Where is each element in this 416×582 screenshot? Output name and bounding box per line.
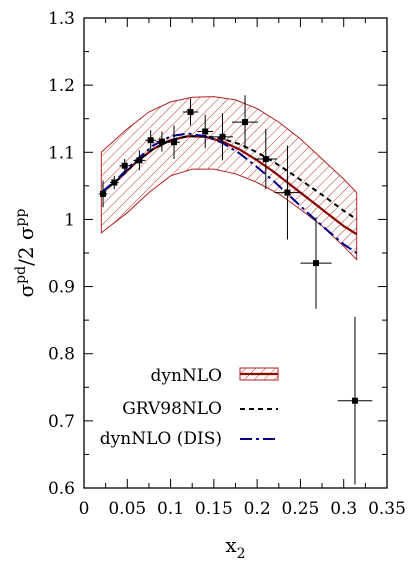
data-point-8 (197, 114, 213, 149)
data-point-6 (167, 125, 181, 159)
data-point-marker (121, 162, 128, 169)
data-point-13 (300, 217, 332, 309)
y-tick-label: 1 (64, 210, 75, 230)
data-point-marker (202, 128, 209, 135)
data-point-2 (119, 159, 130, 173)
data-point-marker (171, 139, 178, 146)
legend-keys (239, 367, 279, 440)
y-tick-label: 0.6 (48, 479, 75, 499)
legend-label-grv98nlo: GRV98NLO (122, 399, 222, 419)
curves-layer (100, 132, 358, 254)
x-tick-label: 0.2 (244, 499, 271, 519)
x-tick-label: 0.15 (195, 499, 233, 519)
data-point-marker (111, 179, 118, 186)
x-tick-label: 0.1 (157, 499, 184, 519)
y-axis-title: σpd/2 σpp (13, 208, 38, 297)
data-point-9 (212, 113, 233, 161)
data-point-11 (254, 128, 278, 190)
data-point-marker (158, 138, 165, 145)
data-point-marker (136, 157, 143, 164)
x-axis-title: x2 (225, 533, 245, 562)
legend: dynNLO GRV98NLO dynNLO (DIS) (100, 366, 279, 449)
x-tick-label: 0 (79, 499, 90, 519)
data-point-marker (284, 189, 291, 196)
dynnlo-uncertainty-band (100, 96, 358, 261)
data-point-0 (98, 180, 108, 208)
data-point-marker (147, 137, 154, 144)
x-tick-label: 0.25 (281, 499, 319, 519)
data-point-7 (182, 98, 199, 126)
y-tick-label: 0.8 (48, 345, 75, 365)
data-point-3 (133, 150, 146, 171)
y-tick-label: 1.3 (48, 9, 75, 29)
y-tick-label: 1.1 (48, 143, 75, 163)
data-points-layer (98, 95, 373, 485)
data-point-marker (313, 260, 320, 267)
data-point-1 (109, 175, 119, 190)
data-point-marker (100, 190, 107, 197)
y-tick-label: 1.2 (48, 76, 75, 96)
y-tick-label: 0.7 (48, 412, 75, 432)
legend-label-dynnlo-dis: dynNLO (DIS) (100, 429, 222, 449)
data-point-marker (351, 397, 358, 404)
data-point-10 (232, 95, 259, 149)
x-tick-label: 0.05 (108, 499, 146, 519)
data-point-marker (219, 133, 226, 140)
y-tick-label: 0.9 (48, 278, 75, 298)
data-point-4 (145, 130, 156, 151)
x-tick-label: 0.35 (368, 499, 406, 519)
data-point-12 (274, 145, 301, 240)
data-point-14 (337, 316, 373, 485)
data-point-5 (156, 131, 168, 152)
data-point-marker (242, 119, 249, 126)
series-line-1 (100, 135, 358, 221)
data-point-marker (187, 109, 194, 115)
ticks-layer: 0 0.05 0.1 0.15 0.2 0.25 0.3 0.35 0.6 0.7 0.8 0.9 1 1… (48, 9, 406, 519)
legend-label-dynnlo: dynNLO (150, 366, 222, 386)
uncertainty-band-layer (100, 96, 358, 261)
data-point-marker (262, 156, 269, 162)
x-tick-label: 0.3 (330, 499, 357, 519)
